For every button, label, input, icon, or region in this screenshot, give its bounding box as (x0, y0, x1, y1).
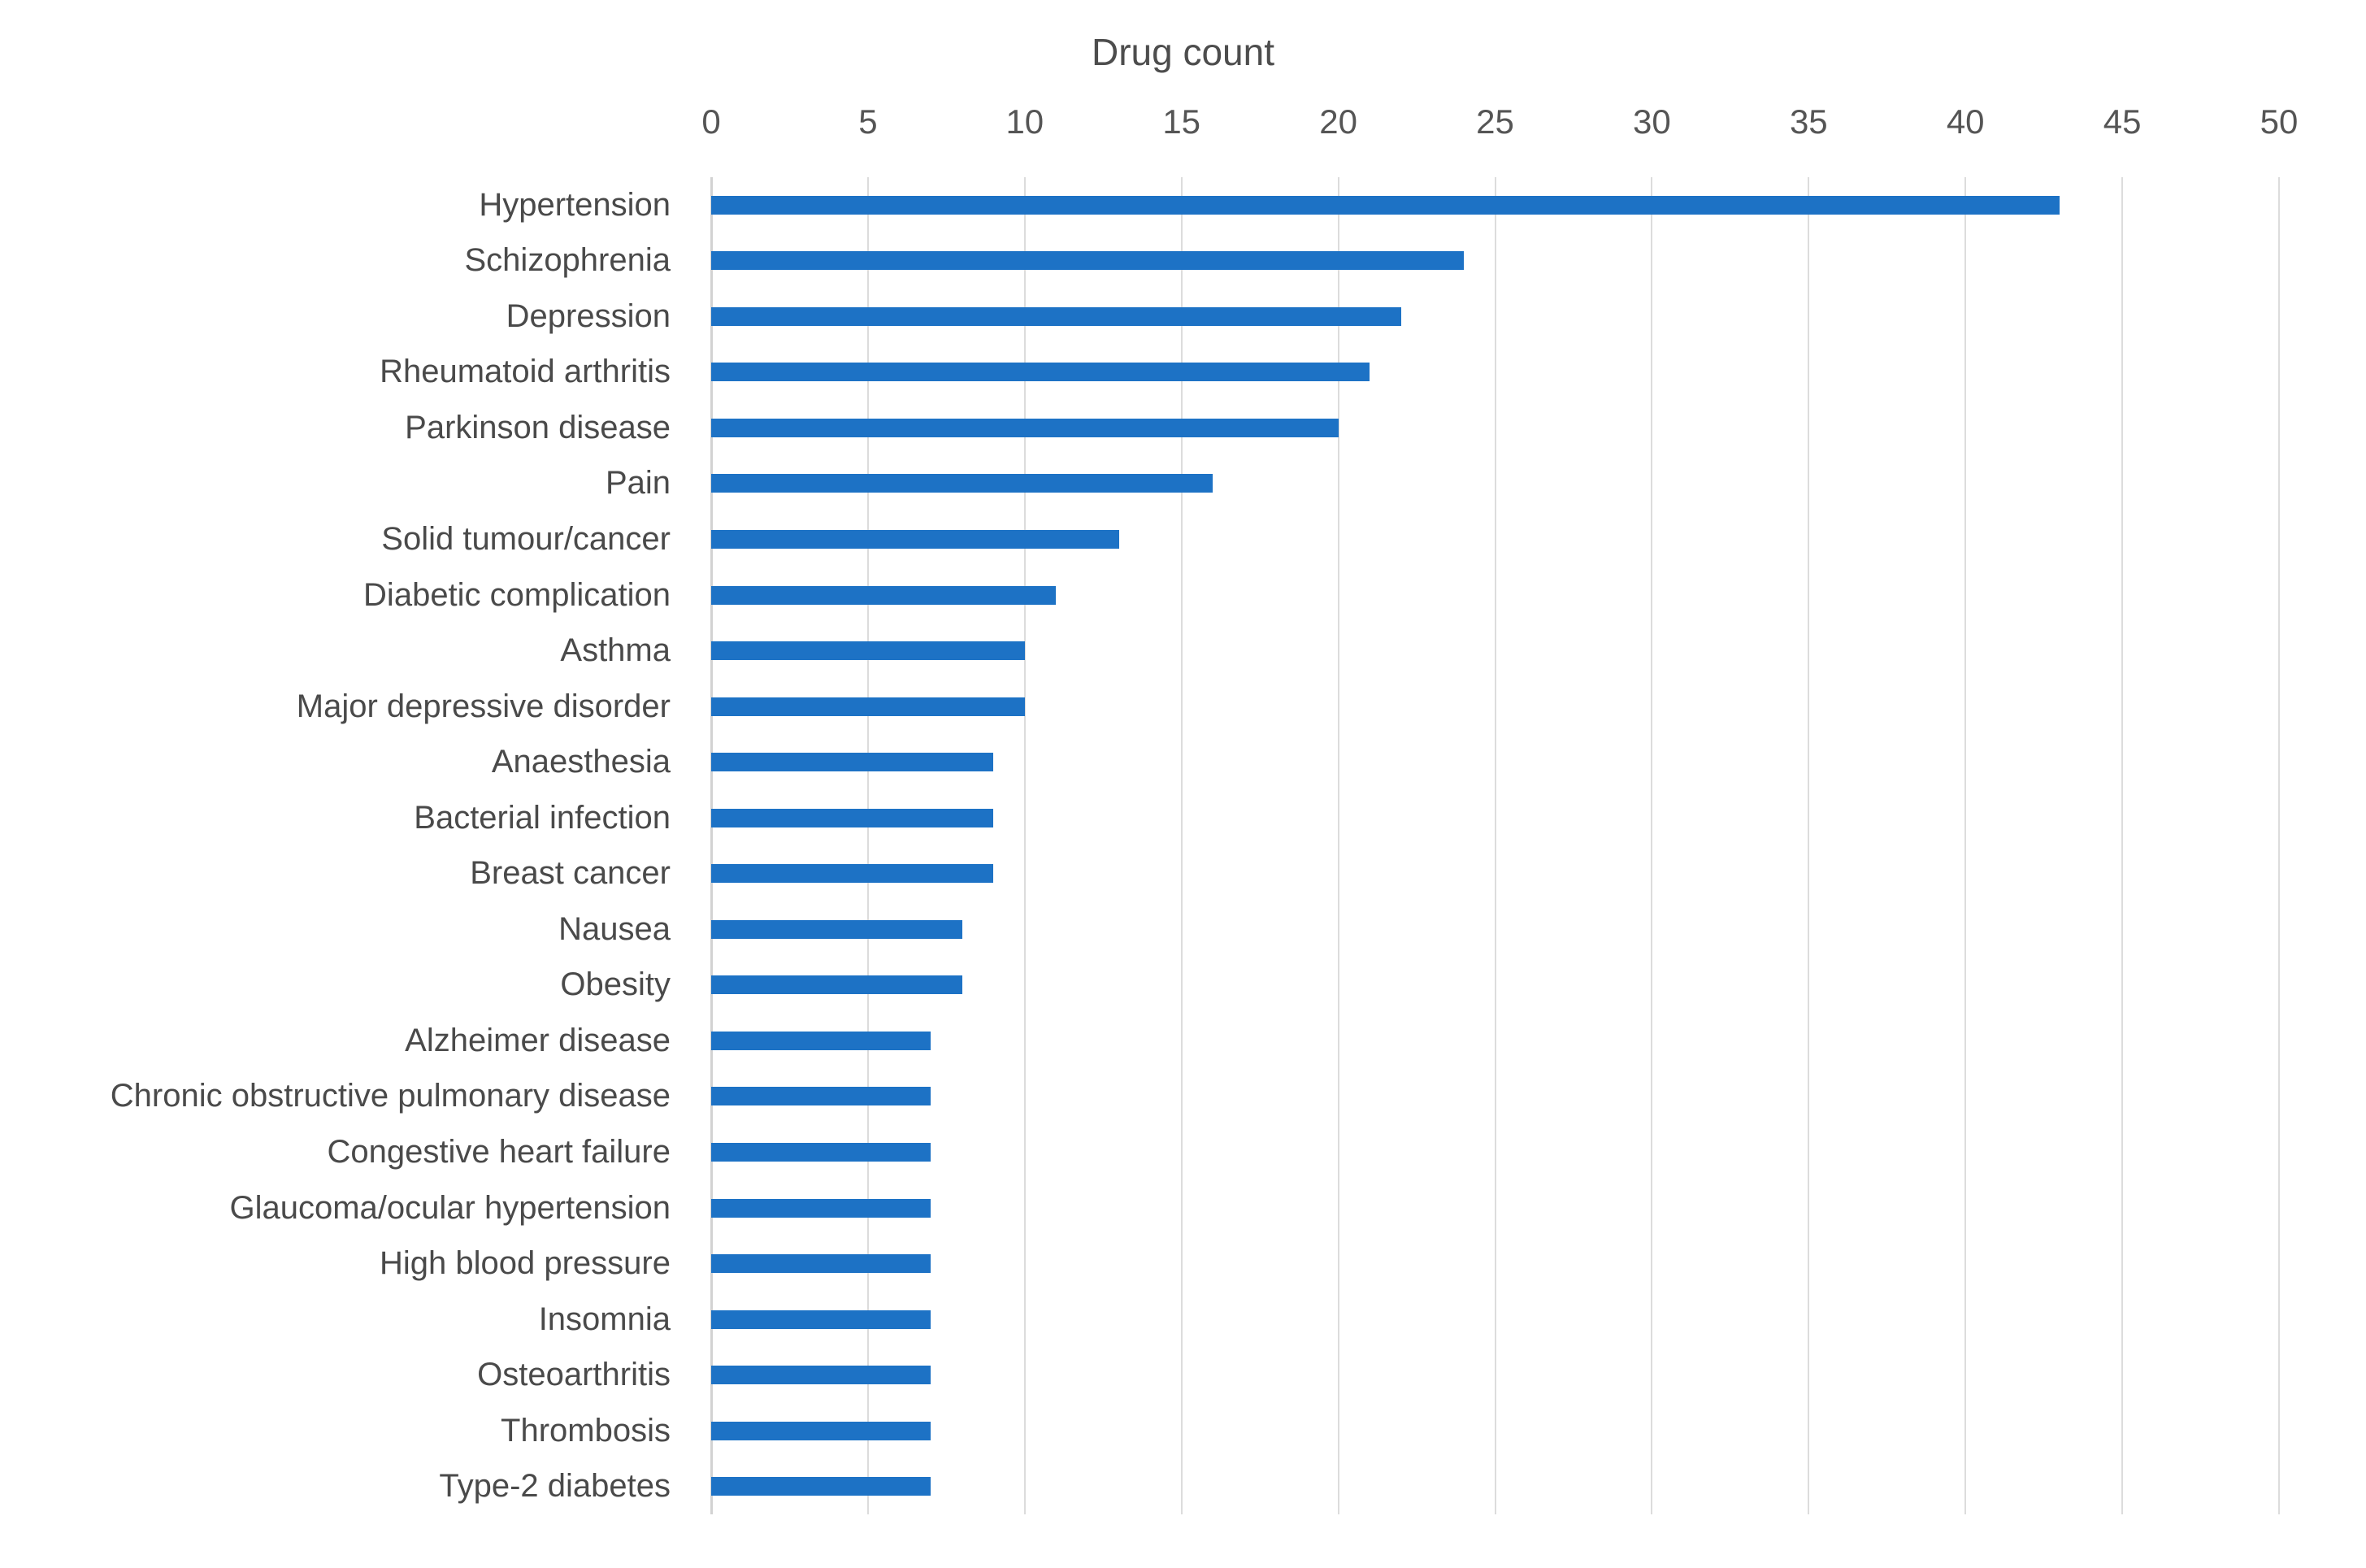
category-label: Bacterial infection (414, 799, 671, 836)
category-label: Pain (605, 465, 671, 502)
gridline (1808, 177, 1810, 1514)
category-label: Major depressive disorder (296, 688, 671, 724)
gridline (1964, 177, 1967, 1514)
category-label: Breast cancer (470, 855, 671, 892)
x-axis-tick-label: 10 (1005, 102, 1044, 141)
bar (711, 864, 994, 884)
category-label: Osteoarthritis (477, 1357, 671, 1393)
x-axis-tick-label: 25 (1476, 102, 1514, 141)
bar (711, 195, 2060, 215)
bar (711, 1031, 931, 1050)
gridline (1337, 177, 1339, 1514)
bar (711, 1142, 931, 1162)
x-axis-tick-label: 30 (1633, 102, 1671, 141)
bar (711, 363, 1370, 382)
category-label: Parkinson disease (405, 409, 671, 445)
bar (711, 1254, 931, 1274)
bar (711, 530, 1119, 549)
chart-title: Drug count (1091, 31, 1274, 73)
category-label: Anaesthesia (491, 744, 671, 780)
category-label: Nausea (558, 910, 671, 947)
category-label: Type-2 diabetes (439, 1468, 671, 1505)
category-label: Glaucoma/ocular hypertension (229, 1189, 671, 1226)
bar (711, 1421, 931, 1440)
bar (711, 1477, 931, 1496)
x-axis-tick-label: 40 (1946, 102, 1985, 141)
gridline (1651, 177, 1653, 1514)
bar (711, 1366, 931, 1385)
x-axis-tick-label: 0 (701, 102, 721, 141)
gridline (2278, 177, 2280, 1514)
bar (711, 306, 1401, 326)
category-label: High blood pressure (380, 1245, 671, 1282)
category-label: Solid tumour/cancer (381, 521, 671, 558)
bar (711, 641, 1025, 661)
x-axis-tick-label: 35 (1789, 102, 1828, 141)
category-label: Hypertension (479, 186, 671, 223)
gridline (2121, 177, 2124, 1514)
category-label: Alzheimer disease (405, 1022, 671, 1058)
bar (711, 753, 994, 772)
bar (711, 697, 1025, 716)
category-label: Depression (506, 298, 671, 334)
x-axis-tick-label: 50 (2260, 102, 2299, 141)
bar (711, 585, 1057, 605)
bar (711, 474, 1213, 493)
category-label: Diabetic complication (363, 576, 671, 613)
bar (711, 1310, 931, 1329)
gridline (866, 177, 869, 1514)
gridline (1023, 177, 1026, 1514)
bar (711, 919, 962, 939)
bar (711, 418, 1339, 437)
category-label: Obesity (560, 966, 671, 1003)
bar (711, 251, 1464, 271)
category-label: Asthma (560, 632, 671, 669)
category-label: Congestive heart failure (327, 1133, 671, 1170)
value-axis-line (710, 177, 713, 1514)
x-axis-tick-label: 5 (858, 102, 878, 141)
category-label: Chronic obstructive pulmonary disease (110, 1078, 671, 1114)
category-label: Schizophrenia (464, 242, 671, 279)
bar (711, 1198, 931, 1218)
bar (711, 1087, 931, 1106)
x-axis-tick-label: 20 (1319, 102, 1357, 141)
category-label: Thrombosis (501, 1412, 671, 1449)
bar (711, 975, 962, 995)
gridline (1494, 177, 1496, 1514)
category-label: Insomnia (538, 1301, 671, 1337)
gridline (1180, 177, 1183, 1514)
x-axis-tick-label: 45 (2103, 102, 2142, 141)
category-label: Rheumatoid arthritis (380, 354, 671, 390)
bar (711, 808, 994, 827)
x-axis-tick-label: 15 (1162, 102, 1201, 141)
